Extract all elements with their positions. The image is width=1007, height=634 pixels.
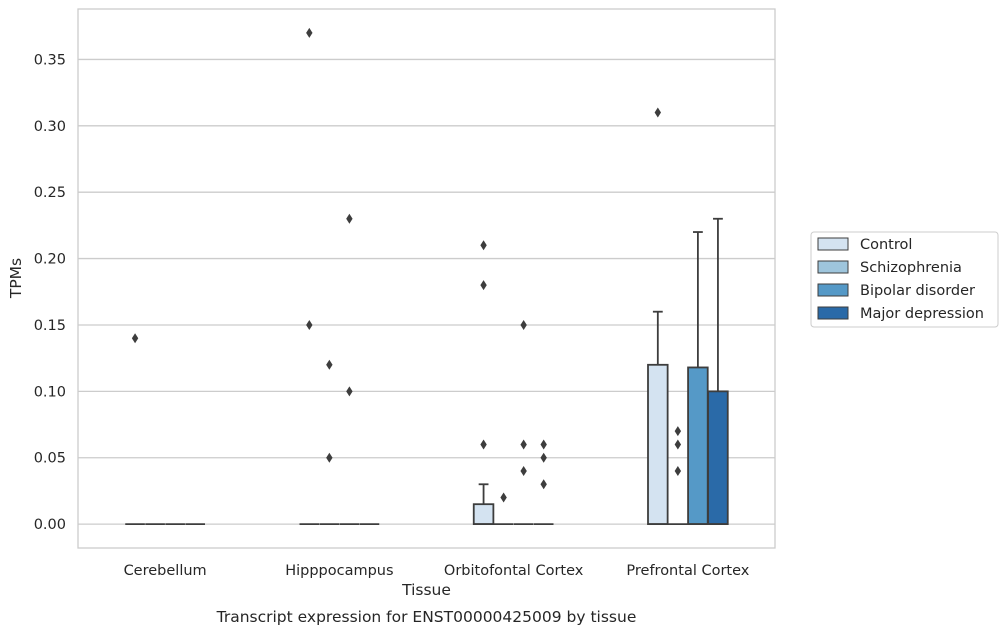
box-2-3 [533,439,554,526]
box-2-2 [513,319,534,526]
y-tick-label: 0.35 [34,52,66,68]
outlier-point [480,240,487,251]
legend-swatch [817,260,849,274]
outlier-point [346,386,353,397]
outlier-point [540,452,547,463]
box-1-1 [319,359,340,526]
x-tick-label: Orbitofontal Cortex [444,563,584,579]
outlier-point [540,479,547,490]
legend-label: Bipolar disorder [860,283,975,299]
outlier-point [500,492,507,503]
x-axis-label: Tissue [401,581,451,599]
chart-caption: Transcript expression for ENST0000042500… [216,608,637,626]
box-body [472,503,495,526]
box-0-0 [125,333,145,526]
legend-swatch [817,237,849,251]
legend-label: Schizophrenia [860,260,962,276]
box-2-1 [493,492,514,526]
outlier-point [306,27,313,38]
outlier-point [480,280,487,291]
plot-frame [77,8,776,549]
box-layer [125,27,729,526]
y-tick-labels: 0.00 0.05 0.10 0.15 0.20 0.25 0.30 0.35 [34,52,66,533]
box-body [687,366,709,526]
outlier-point [306,319,313,330]
outlier-point [540,439,547,450]
legend-swatch [817,283,849,297]
x-tick-label: Cerebellum [124,563,207,579]
box-3-0 [647,107,669,526]
x-tick-label: Prefrontal Cortex [626,563,749,579]
y-axis-label: TPMs [7,258,25,299]
outlier-point [346,213,353,224]
x-tick-labels: Cerebellum Hipppocampus Orbitofontal Corte… [124,563,750,579]
y-tick-label: 0.20 [34,252,66,268]
box-body [707,390,729,526]
box-3-3 [707,217,729,526]
outlier-point [520,319,527,330]
box-1-2 [339,213,360,526]
legend-label: Control [860,237,912,253]
outlier-point [480,439,487,450]
y-tick-label: 0.05 [34,451,66,467]
y-tick-label: 0.15 [34,318,66,334]
outlier-point [326,359,333,370]
outlier-point [674,466,682,476]
outlier-point [131,333,139,344]
outlier-point [654,107,662,118]
y-tick-label: 0.00 [34,517,66,533]
box-3-1 [668,426,688,526]
legend-label: Major depression [860,306,984,322]
outlier-point [674,426,682,437]
legend-frame [810,231,999,328]
box-body [647,363,669,526]
outlier-point [520,439,527,450]
grid-lines [78,58,775,525]
y-tick-label: 0.30 [34,119,66,135]
y-tick-label: 0.10 [34,384,66,400]
y-tick-label: 0.25 [34,185,66,201]
box-2-0 [472,240,495,526]
x-tick-label: Hipppocampus [285,563,393,579]
legend-swatch [817,306,849,320]
outlier-point [326,452,333,463]
plot-background [78,9,775,548]
outlier-point [520,466,527,476]
legend: Control Schizophrenia Bipolar disorder Majo… [810,231,999,328]
box-1-0 [299,27,320,526]
outlier-point [674,439,682,450]
